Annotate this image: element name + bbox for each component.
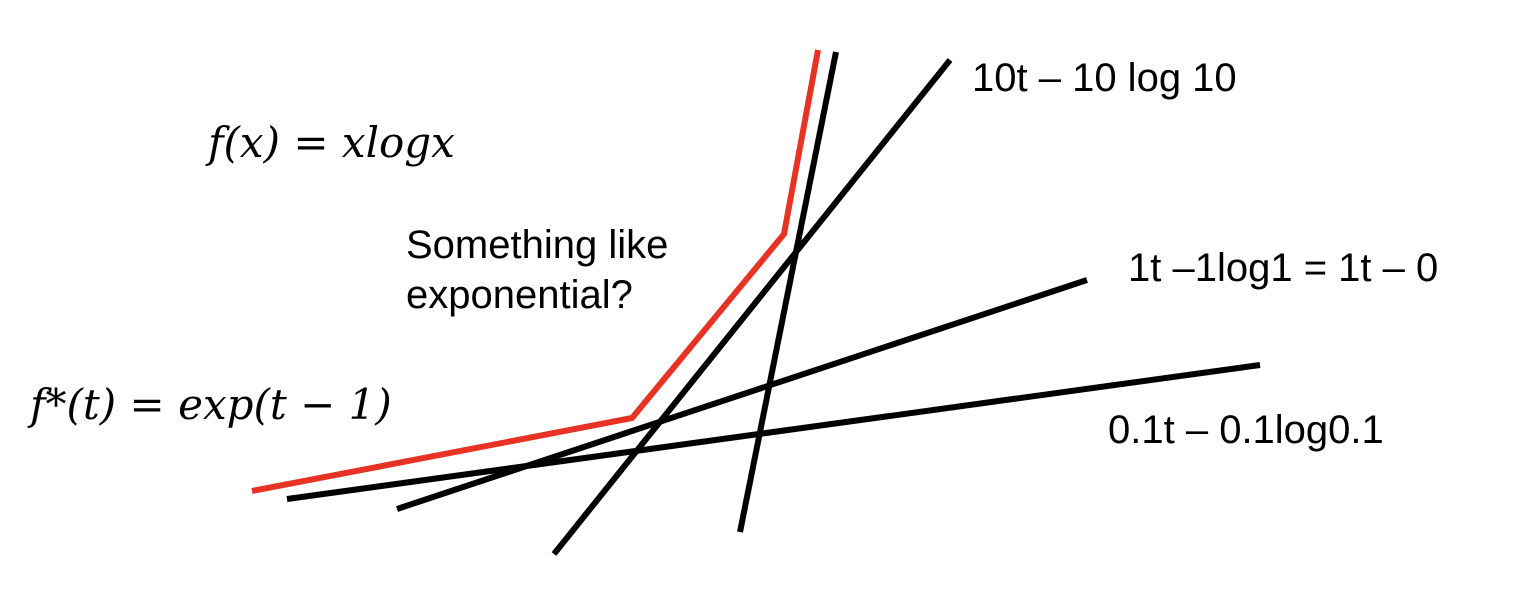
conjugate-equation: f*(t) = exp(t − 1) <box>30 380 392 429</box>
note-line-1: Something like <box>406 223 669 267</box>
tangent-label-0-1: 0.1t – 0.1log0.1 <box>1108 408 1384 452</box>
envelope-curve <box>251 49 821 494</box>
tangent-line-0-1 <box>286 362 1261 502</box>
tangent-line-steep <box>737 51 839 533</box>
tangent-line-10 <box>551 58 953 556</box>
primal-equation: f(x) = xlogx <box>208 118 455 167</box>
exponential-note: Something like exponential? <box>406 220 766 320</box>
tangent-label-10: 10t – 10 log 10 <box>972 56 1237 100</box>
tangent-label-1: 1t –1log1 = 1t – 0 <box>1128 246 1439 290</box>
note-line-2: exponential? <box>406 273 633 317</box>
